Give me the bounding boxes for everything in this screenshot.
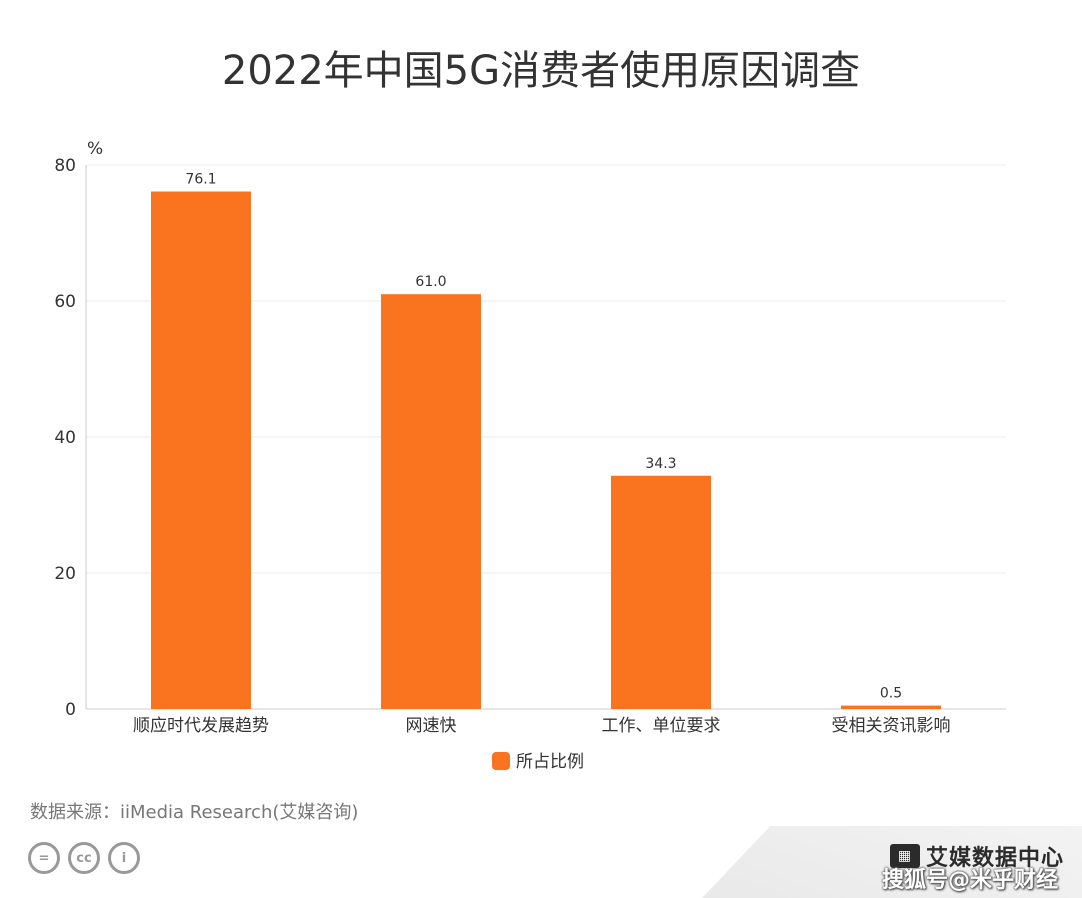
bar <box>381 294 481 709</box>
x-tick-label: 网速快 <box>406 716 457 736</box>
equals-icon: = <box>28 842 60 874</box>
y-tick-label: 80 <box>54 156 76 176</box>
x-tick-label: 顺应时代发展趋势 <box>133 716 269 736</box>
license-icons: = cc i <box>28 842 140 874</box>
chart-title: 2022年中国5G消费者使用原因调查 <box>221 48 861 94</box>
bar <box>611 475 711 709</box>
brand-name: 艾媒数据中心 <box>925 846 1064 871</box>
cc-icon: cc <box>68 842 100 874</box>
legend-swatch <box>492 752 510 770</box>
data-label: 61.0 <box>415 274 446 290</box>
bar-chart: 0 20 40 60 80% 76.1 顺应时代发展趋势 61.0 网速快 34.3 工作、单位要求… <box>54 139 1006 772</box>
data-label: 76.1 <box>185 172 216 188</box>
legend-label: 所占比例 <box>516 752 584 772</box>
x-tick-label: 工作、单位要求 <box>602 716 721 736</box>
data-label: 0.5 <box>880 686 902 702</box>
bar <box>841 705 941 709</box>
bar <box>151 191 251 709</box>
brand-mark-icon: ▦ <box>889 844 920 868</box>
y-tick-label: 40 <box>54 428 76 448</box>
person-icon: i <box>108 842 140 874</box>
y-tick-label: 20 <box>54 564 76 584</box>
y-unit-label: % <box>87 139 103 159</box>
source-note: 数据来源：iiMedia Research(艾媒咨询) <box>30 802 359 823</box>
data-label: 34.3 <box>645 456 676 472</box>
x-tick-label: 受相关资讯影响 <box>832 716 951 736</box>
y-tick-label: 0 <box>65 700 76 720</box>
brand-logo: ▦ 艾媒数据中心 <box>889 840 1064 872</box>
y-tick-label: 60 <box>54 292 76 312</box>
watermark: 搜狐号@米乎财经 <box>881 868 1058 893</box>
